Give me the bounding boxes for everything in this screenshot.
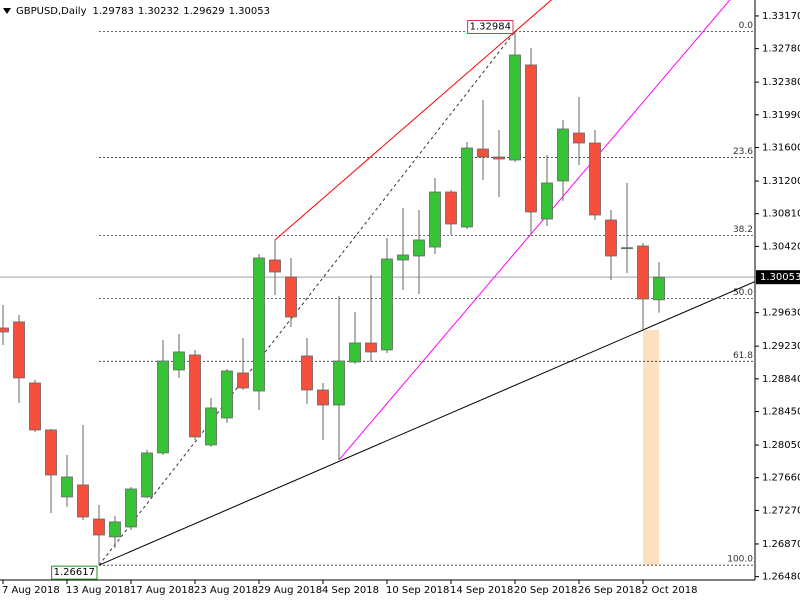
fibo-label: 61.8: [733, 351, 753, 361]
y-tick-label: 1.29230: [762, 341, 800, 352]
x-tick-label: 17 Aug 2018: [130, 585, 194, 596]
y-tick-label: 1.29630: [762, 308, 800, 319]
candle-up: [557, 128, 569, 182]
candle-up: [157, 360, 169, 454]
x-tick-label: 26 Sep 2018: [578, 585, 641, 596]
y-tick-label: 1.26870: [762, 539, 800, 550]
annotation-label: 1.26617: [54, 567, 95, 578]
x-tick-label: 13 Aug 2018: [66, 585, 130, 596]
candle-down: [589, 142, 601, 216]
candle-down: [45, 429, 57, 476]
candle-down: [477, 148, 489, 158]
candle-up: [653, 276, 665, 301]
candle-up: [509, 54, 521, 161]
annotation-box: [467, 20, 514, 35]
candle-up: [413, 239, 425, 257]
candle-up: [109, 521, 121, 538]
symbol: GBPUSD,Daily: [16, 6, 87, 17]
axes: 1.33170 1.32780 1.32380 1.31990 1.31600 1.312…: [2, 11, 800, 596]
candle-up: [221, 370, 233, 419]
candle-down: [365, 342, 377, 353]
x-tick-label: 7 Aug 2018: [2, 585, 60, 596]
annotation-label: 1.32984: [470, 22, 511, 33]
rectangle: [643, 329, 659, 566]
candle-up: [141, 452, 153, 498]
y-tick-label: 1.31990: [762, 110, 800, 121]
y-tick-label: 1.30420: [762, 241, 800, 252]
candle-up: [205, 407, 217, 446]
y-tick-label: 1.31600: [762, 143, 800, 154]
candle-down: [605, 219, 617, 257]
header: GBPUSD,Daily 1.29783 1.30232 1.29629 1.30053: [16, 6, 270, 17]
y-tick-label: 1.27270: [762, 505, 800, 516]
trendline: [98, 281, 755, 566]
x-tick-label: 2 Oct 2018: [642, 585, 697, 596]
candle-down: [13, 321, 25, 379]
candle-down: [29, 382, 41, 431]
candle-up: [61, 476, 73, 498]
y-tick-label: 1.26480: [762, 572, 800, 583]
candle-down: [0, 327, 9, 333]
fibo-label: 0.0: [739, 21, 754, 31]
x-tick-label: 14 Sep 2018: [450, 585, 513, 596]
candle-up: [461, 147, 473, 228]
candle-up: [349, 342, 361, 363]
candle-down: [317, 389, 329, 406]
candle-down: [77, 484, 89, 518]
header-open: 1.29783: [93, 6, 134, 17]
x-tick-label: 4 Sep 2018: [322, 585, 379, 596]
candle-up: [173, 351, 185, 371]
candle-up: [429, 191, 441, 248]
candle-up: [397, 254, 409, 261]
y-tick-label: 1.30810: [762, 209, 800, 220]
candle-down: [93, 518, 105, 536]
header-low: 1.29629: [183, 6, 224, 17]
x-tick-label: 20 Sep 2018: [514, 585, 577, 596]
candle-down: [301, 355, 313, 391]
x-tick-label: 29 Aug 2018: [258, 585, 322, 596]
price-label: 1.30053: [760, 272, 800, 283]
y-tick-label: 1.28450: [762, 407, 800, 418]
candle-up: [333, 360, 345, 406]
candle-down: [637, 245, 649, 300]
y-tick-label: 1.33170: [762, 11, 800, 22]
candle-up: [253, 257, 265, 392]
annotation-box: [51, 565, 98, 580]
fibo-label: 50.0: [733, 288, 753, 298]
y-tick-label: 1.27660: [762, 473, 800, 484]
header-icon: [3, 8, 11, 14]
price-annotation: 1.26617: [51, 565, 98, 580]
x-tick-label: 23 Aug 2018: [194, 585, 258, 596]
x-tick-label: 10 Sep 2018: [386, 585, 449, 596]
candle-down: [189, 354, 201, 438]
candle-up: [125, 488, 137, 528]
candle-up: [621, 247, 633, 250]
y-tick-label: 1.28840: [762, 374, 800, 385]
y-tick-label: 1.28050: [762, 440, 800, 451]
trendline: [274, 0, 553, 241]
candle-down: [285, 276, 297, 318]
candle-down: [445, 191, 457, 225]
header-high: 1.30232: [138, 6, 179, 17]
fibo-label: 23.6: [733, 147, 753, 157]
fibo-label: 38.2: [733, 225, 753, 235]
y-tick-label: 1.32780: [762, 44, 800, 55]
candle-down: [269, 259, 281, 273]
price-label-box: [756, 270, 800, 285]
candle-down: [525, 64, 537, 213]
candle-down: [493, 156, 505, 160]
fibo-label: 100.0: [727, 555, 753, 565]
y-tick-label: 1.31200: [762, 176, 800, 187]
y-tick-label: 1.32380: [762, 77, 800, 88]
candle-down: [237, 372, 249, 389]
trendline: [338, 0, 731, 461]
price-annotation: 1.32984: [467, 20, 514, 35]
candle-up: [381, 258, 393, 351]
candle-down: [573, 132, 585, 144]
header-close: 1.30053: [229, 6, 270, 17]
plot-area: 0.0 23.6 38.2 50.0 61.8 100.0: [0, 0, 755, 566]
candle-up: [541, 182, 553, 220]
